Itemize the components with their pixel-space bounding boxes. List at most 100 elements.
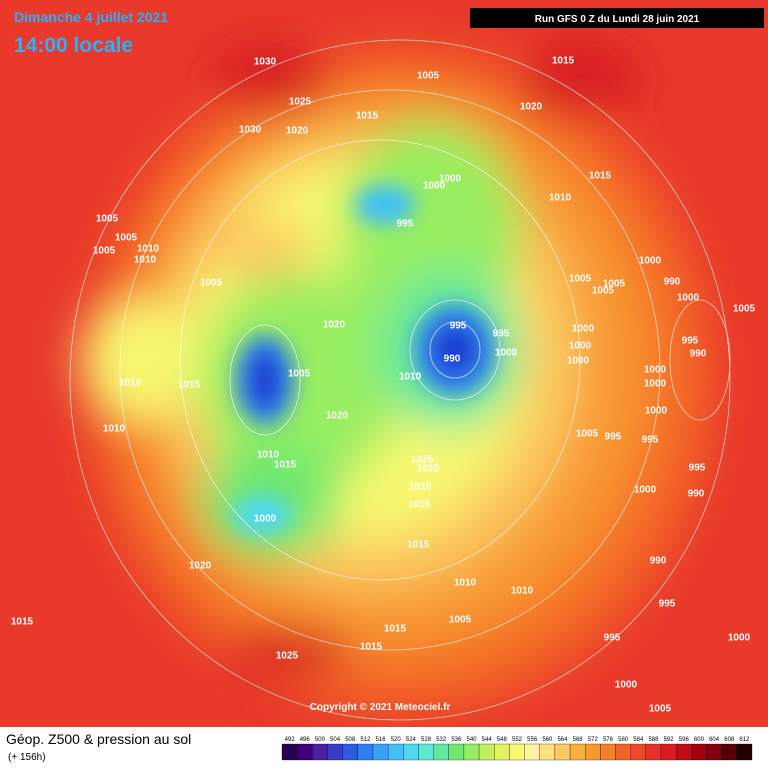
isobar-label: 1005 [417,71,440,82]
legend-swatch [312,743,328,761]
legend-swatch [433,743,449,761]
isobar-label: 1005 [592,286,615,297]
isobar-label: 1000 [569,341,592,352]
legend-swatch [676,743,692,761]
isobar-label: 1010 [454,578,477,589]
isobar-label: 1000 [572,324,595,335]
isobar-label: 995 [450,321,467,332]
isobar-label: 1020 [417,464,440,475]
run-box [470,8,764,28]
legend-swatch [372,743,389,761]
legend-label: 560 [542,737,553,743]
legend-swatch [327,743,343,761]
legend-swatch [600,743,616,761]
legend-swatch [297,743,313,761]
legend-label: 496 [300,737,311,743]
isobar-label: 1015 [178,380,201,391]
copyright: Copyright © 2021 Meteociel.fr [310,702,451,713]
legend-swatch [357,743,374,761]
isobar-label: 995 [659,599,676,610]
isobar-label: 990 [664,277,681,288]
legend-swatch [706,743,722,761]
legend-label: 588 [648,737,659,743]
isobar-label: 1000 [639,256,662,267]
low-centres [232,185,495,535]
legend-swatch [448,743,465,761]
isobar-label: 1015 [11,617,34,628]
forecast-date: Dimanche 4 juillet 2021 [14,9,168,25]
isobar-label: 1005 [576,429,599,440]
legend-swatch [736,743,753,761]
isobar-label: 1015 [552,56,575,67]
isobar-label: 995 [493,329,510,340]
isobar-label: 1020 [286,126,309,137]
legend-swatch [281,743,298,761]
isobar-label: 1015 [408,500,431,511]
isobar-label: 1000 [423,181,446,192]
legend-label: 576 [603,737,614,743]
isobar-label: 1015 [360,642,383,653]
isobar-label: 1010 [511,586,534,597]
isobar-label: 1015 [589,171,612,182]
legend-swatch [569,743,586,761]
legend-label: 508 [345,737,356,743]
legend-label: 596 [679,737,690,743]
legend-label: 540 [467,737,478,743]
legend-swatch [615,743,631,761]
legend-label: 572 [588,737,599,743]
legend-label: 500 [315,737,326,743]
isobar-label: 1000 [677,293,700,304]
isobar-label: 995 [689,463,706,474]
legend-label: 592 [664,737,675,743]
legend-label: 520 [391,737,402,743]
isobar-label: 1000 [634,485,657,496]
isobar-label: 1025 [276,651,299,662]
isobar-label: 995 [605,432,622,443]
isobar-label: 1010 [137,244,160,255]
isobar-label: 1015 [384,624,407,635]
isobar-label: 990 [444,354,461,365]
isobar-label: 1020 [189,561,212,572]
legend-label: 608 [724,737,735,743]
isobar-label: 1005 [449,615,472,626]
isobar-label: 1010 [257,450,280,461]
isobar-label: 1000 [254,514,277,525]
footer-title: Géop. Z500 & pression au sol [6,731,191,747]
legend-label: 524 [406,737,417,743]
legend-swatch [691,743,707,761]
isobar-label: 1005 [200,278,223,289]
isobar-label: 1030 [239,125,262,136]
legend-label: 516 [376,737,387,743]
isobar-label: 1010 [103,424,126,435]
legend-swatch [403,743,419,761]
legend-swatch [342,743,358,761]
isobar-label: 1000 [495,348,518,359]
run-info: Run GFS 0 Z du Lundi 28 juin 2021 [535,14,700,25]
legend-label: 492 [285,737,296,743]
isobar-label: 1025 [289,97,312,108]
legend-swatch [721,743,737,761]
legend-label: 528 [421,737,432,743]
isobar-label: 1005 [288,369,311,380]
legend-swatch [418,743,434,761]
legend-label: 532 [436,737,447,743]
isobar-label: 1015 [407,540,430,551]
isobar-label: 1000 [567,356,590,367]
isobar-label: 1025 [411,455,434,466]
color-legend: 492 496 500 504 508 512 516 520 524 528 532 536 540 5… [281,737,753,761]
isobar-label: 1010 [119,378,142,389]
isobar-labels: 1030 1005 1015 1025 1015 1020 1030 1020 1015 1000… [11,56,756,715]
isobar-label: 1000 [644,379,667,390]
isobar-label: 1005 [603,279,626,290]
legend-swatch [585,743,601,761]
isobar-label: 1020 [326,411,349,422]
legend-label: 564 [557,737,568,743]
legend-label: 600 [694,737,705,743]
legend-label: 504 [330,737,341,743]
legend-label: 544 [482,737,493,743]
legend-swatch [463,743,480,761]
legend-label: 604 [709,737,720,743]
isobar-label: 1010 [409,482,432,493]
legend-swatch [630,743,647,761]
legend-swatch [524,743,540,761]
